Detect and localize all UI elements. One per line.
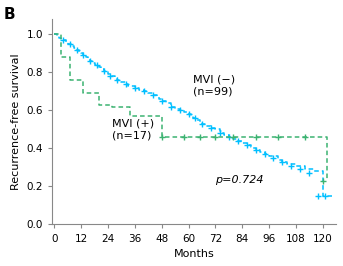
- X-axis label: Months: Months: [174, 249, 214, 259]
- Text: MVI (+)
(n=17): MVI (+) (n=17): [113, 119, 155, 140]
- Text: B: B: [4, 7, 15, 22]
- Text: p=0.724: p=0.724: [215, 175, 264, 185]
- Text: MVI (−)
(n=99): MVI (−) (n=99): [193, 75, 235, 97]
- Y-axis label: Recurrence-free survival: Recurrence-free survival: [11, 53, 21, 190]
